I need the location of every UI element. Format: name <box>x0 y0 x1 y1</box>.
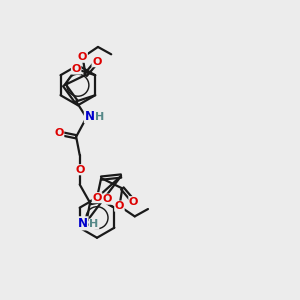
Text: O: O <box>75 165 84 175</box>
Text: O: O <box>92 57 101 67</box>
Text: O: O <box>92 193 102 203</box>
Text: O: O <box>115 201 124 211</box>
Text: H: H <box>95 112 105 122</box>
Text: H: H <box>89 219 99 229</box>
Text: N: N <box>78 217 88 230</box>
Text: O: O <box>71 64 81 74</box>
Text: N: N <box>84 110 94 123</box>
Text: O: O <box>102 194 112 204</box>
Text: O: O <box>78 52 87 62</box>
Text: O: O <box>54 128 64 138</box>
Text: O: O <box>129 197 138 207</box>
